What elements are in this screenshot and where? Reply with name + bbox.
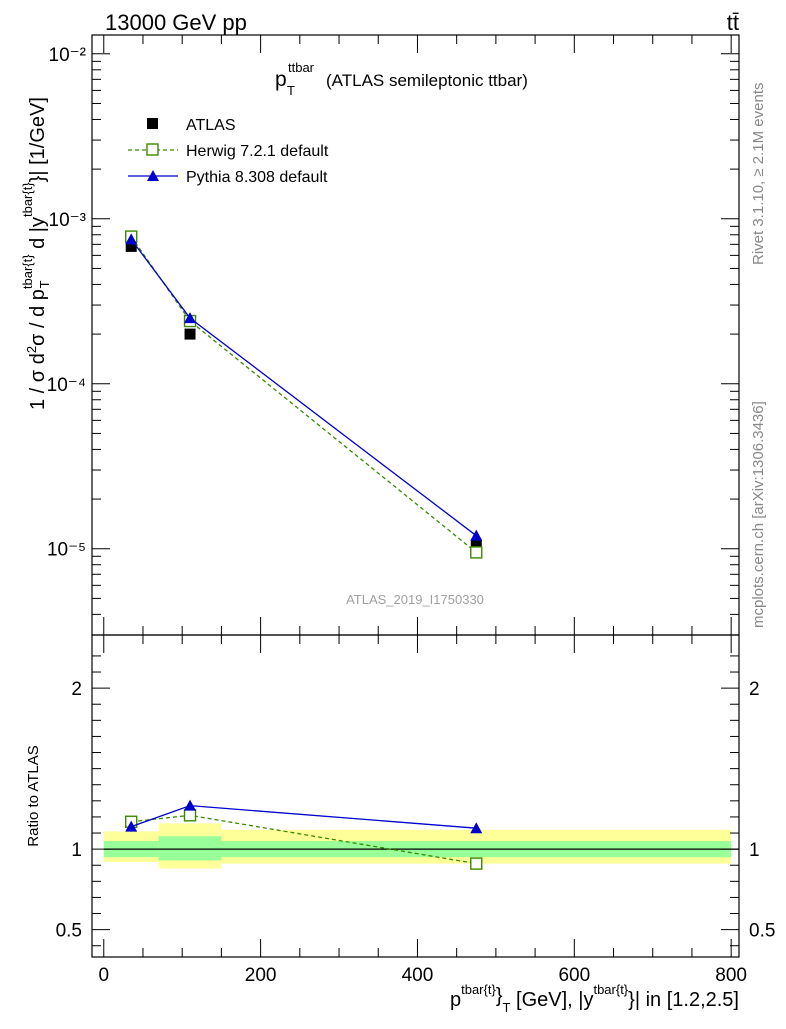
x-tick-label: 400 <box>402 965 434 986</box>
main-panel: 10⁻⁵ 10⁻⁴ 10⁻³ 10⁻² <box>47 34 740 636</box>
side-text-top: Rivet 3.1.10, ≥ 2.1M events <box>750 83 767 266</box>
ratio-point-herwig <box>470 857 483 870</box>
title-p-symbol: p <box>275 68 287 91</box>
ratio-y-tick-label: 1 <box>71 840 82 861</box>
main-point-atlas <box>125 240 137 252</box>
ratio-plot-frame <box>91 634 740 958</box>
ratio-axis-ticks: 0.5 0.5 1 1 2 2 0 200 400 600 800 <box>56 635 775 986</box>
main-ylabel: 1 / σ d2σ / d ptbar{t} T d |ytbar{t}}| [1… <box>20 97 52 410</box>
main-y-tick-label: 10⁻³ <box>49 210 87 231</box>
main-line-pythia <box>130 239 477 537</box>
main-point-pythia <box>125 233 138 245</box>
analysis-watermark: ATLAS_2019_I1750330 <box>346 592 484 607</box>
header-right-label: tt̄ <box>727 10 739 35</box>
main-point-atlas <box>470 539 482 551</box>
x-tick-label: 0 <box>98 965 109 986</box>
header-left-label: 13000 GeV pp <box>105 10 247 35</box>
main-y-ticks: 10⁻⁵ 10⁻⁴ 10⁻³ 10⁻² <box>47 35 739 636</box>
main-point-pythia <box>184 312 197 324</box>
ratio-uncertainty-bands <box>103 823 739 869</box>
ratio-point-pythia <box>470 822 483 834</box>
x-tick-label: 200 <box>245 965 277 986</box>
title-sub-t: T <box>287 83 295 98</box>
xlabel: ptbar{t}}T [GeV], |ytbar{t}}| in [1.2,2.… <box>450 982 739 1015</box>
xlabel-text: ptbar{t}}T [GeV], |ytbar{t}}| in [1.2,2.… <box>450 982 739 1015</box>
ratio-y-tick-label: 0.5 <box>56 921 82 942</box>
main-ylabel-text: 1 / σ d2σ / d ptbar{t} T d |ytbar{t}}| [1… <box>20 97 52 410</box>
legend-label-pythia: Pythia 8.308 default <box>186 169 328 186</box>
ratio-y-tick-label-right: 1 <box>749 840 760 861</box>
ratio-point-pythia <box>125 820 138 832</box>
main-y-tick-label: 10⁻⁵ <box>47 540 86 561</box>
x-tick-label: 800 <box>715 965 747 986</box>
main-y-tick-label: 10⁻² <box>49 45 87 66</box>
legend-entry-atlas: ATLAS <box>147 117 236 134</box>
ratio-ylabel: Ratio to ATLAS <box>25 745 42 846</box>
main-point-atlas <box>184 328 196 340</box>
main-point-herwig <box>470 546 483 559</box>
legend-entry-herwig: Herwig 7.2.1 default <box>128 143 329 160</box>
legend-label-herwig: Herwig 7.2.1 default <box>186 143 329 160</box>
legend: ATLAS Herwig 7.2.1 default Pythia 8.308 … <box>128 117 329 186</box>
ratio-plot-marks <box>125 799 483 870</box>
ratio-stat-band <box>158 836 222 861</box>
legend-marker-pythia <box>147 170 159 181</box>
title-rest: (ATLAS semileptonic ttbar) <box>326 71 528 90</box>
main-line-herwig <box>130 236 477 553</box>
legend-label-atlas: ATLAS <box>186 117 236 134</box>
ratio-panel: 0.5 0.5 1 1 2 2 0 200 400 600 800 <box>56 634 775 986</box>
legend-marker-atlas <box>147 118 158 129</box>
ratio-point-herwig <box>183 809 197 822</box>
ratio-point-pythia <box>184 799 197 811</box>
side-text-bottom: mcplots.cern.ch [arXiv:1306.3436] <box>750 401 767 628</box>
ratio-y-tick-label-right: 2 <box>749 679 760 700</box>
x-tick-label: 600 <box>558 965 590 986</box>
ratio-y-tick-label-right: 0.5 <box>749 921 775 942</box>
side-text-bottom-group: mcplots.cern.ch [arXiv:1306.3436] <box>750 401 767 628</box>
title-sup-ttbar: ttbar <box>288 60 315 75</box>
main-y-tick-label: 10⁻⁴ <box>47 375 86 396</box>
main-point-pythia <box>470 529 483 541</box>
legend-entry-pythia: Pythia 8.308 default <box>128 169 328 186</box>
ratio-ylabel-group: Ratio to ATLAS <box>25 745 42 846</box>
main-title: p ttbar T (ATLAS semileptonic ttbar) <box>275 60 528 98</box>
legend-marker-herwig <box>146 143 159 156</box>
side-text-top-group: Rivet 3.1.10, ≥ 2.1M events <box>750 83 767 266</box>
ratio-y-tick-label: 2 <box>71 679 82 700</box>
main-plot-marks <box>125 230 483 559</box>
